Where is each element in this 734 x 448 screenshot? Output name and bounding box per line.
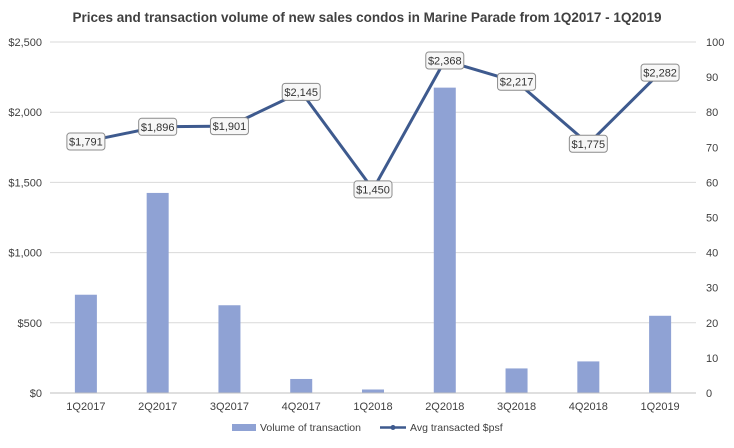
data-label-text: $1,791 (69, 137, 103, 149)
bar (290, 378, 313, 393)
data-label-text: $2,145 (284, 87, 318, 99)
y-left-tick-label: $2,500 (8, 37, 42, 49)
data-label-text: $2,368 (428, 56, 462, 68)
data-labels: $1,791 $1,896 $1,901 $2,145 $1,450 $2,368 $2,2… (66, 51, 680, 199)
data-label-box (568, 134, 608, 153)
data-label-text: $1,775 (572, 139, 606, 151)
legend-label-price: Avg transacted $psf (410, 422, 503, 434)
data-label-box (640, 63, 680, 82)
data-label: $1,775 (568, 134, 608, 153)
y-right-tick-label: 10 (706, 353, 718, 365)
x-tick-label: 4Q2017 (282, 401, 321, 413)
bar (74, 294, 97, 393)
legend-swatch-volume (232, 424, 256, 431)
data-label: $1,791 (66, 132, 106, 151)
data-label-box (353, 180, 393, 199)
legend-marker-price (390, 425, 396, 430)
data-label: $2,282 (640, 63, 680, 82)
y-right-tick-label: 70 (706, 142, 718, 154)
x-tick-label: 4Q2018 (569, 401, 608, 413)
legend-label-volume: Volume of transaction (260, 422, 361, 434)
data-label: $1,901 (209, 117, 249, 136)
data-label-box (138, 117, 178, 136)
chart-title: Prices and transaction volume of new sal… (73, 10, 662, 25)
y-left-tick-label: $500 (18, 318, 42, 330)
y-left-tick-label: $1,500 (8, 177, 42, 189)
x-tick-label: 3Q2018 (497, 401, 536, 413)
data-label: $2,368 (425, 51, 465, 70)
y-right-tick-label: 100 (706, 37, 724, 49)
bar (362, 389, 384, 393)
y-right-tick-label: 20 (706, 318, 718, 330)
data-label-box (497, 72, 537, 91)
x-tick-label: 3Q2017 (210, 401, 249, 413)
bar-series (74, 87, 672, 393)
bar (505, 368, 528, 393)
data-label-text: $2,282 (643, 68, 677, 80)
y-right-tick-label: 80 (706, 107, 718, 119)
data-label-box (66, 132, 106, 151)
x-tick-label: 1Q2018 (353, 401, 392, 413)
x-tick-label: 1Q2017 (66, 401, 105, 413)
data-label: $1,896 (138, 117, 178, 136)
data-label-box (209, 117, 249, 136)
data-label-box (425, 51, 465, 70)
y-left-tick-label: $1,000 (8, 248, 42, 260)
y-left-tick-label: $2,000 (8, 107, 42, 119)
data-label-text: $1,901 (213, 121, 247, 133)
bar (218, 305, 241, 393)
y-right-tick-label: 90 (706, 72, 718, 84)
x-tick-label: 1Q2019 (641, 401, 680, 413)
legend: Volume of transaction Avg transacted $ps… (232, 422, 503, 434)
data-label-text: $1,896 (141, 122, 175, 134)
bar (433, 87, 456, 393)
y-right-tick-label: 0 (706, 388, 712, 400)
bar (649, 315, 672, 393)
x-tick-label: 2Q2017 (138, 401, 177, 413)
axes: $0 $500 $1,000 $1,500 $2,000 $2,500 0 10 20 30 40 5… (8, 37, 724, 413)
data-label-box (281, 82, 321, 101)
data-label-text: $1,450 (356, 184, 390, 196)
data-label: $2,145 (281, 82, 321, 101)
y-right-tick-label: 50 (706, 213, 718, 225)
y-left-tick-label: $0 (30, 388, 42, 400)
x-tick-label: 2Q2018 (425, 401, 464, 413)
data-label: $1,450 (353, 180, 393, 199)
bar (146, 192, 169, 393)
y-right-tick-label: 40 (706, 248, 718, 260)
y-right-tick-label: 60 (706, 177, 718, 189)
data-label-text: $2,217 (500, 77, 534, 89)
data-label: $2,217 (497, 72, 537, 91)
y-right-tick-label: 30 (706, 283, 718, 295)
bar (577, 361, 600, 393)
